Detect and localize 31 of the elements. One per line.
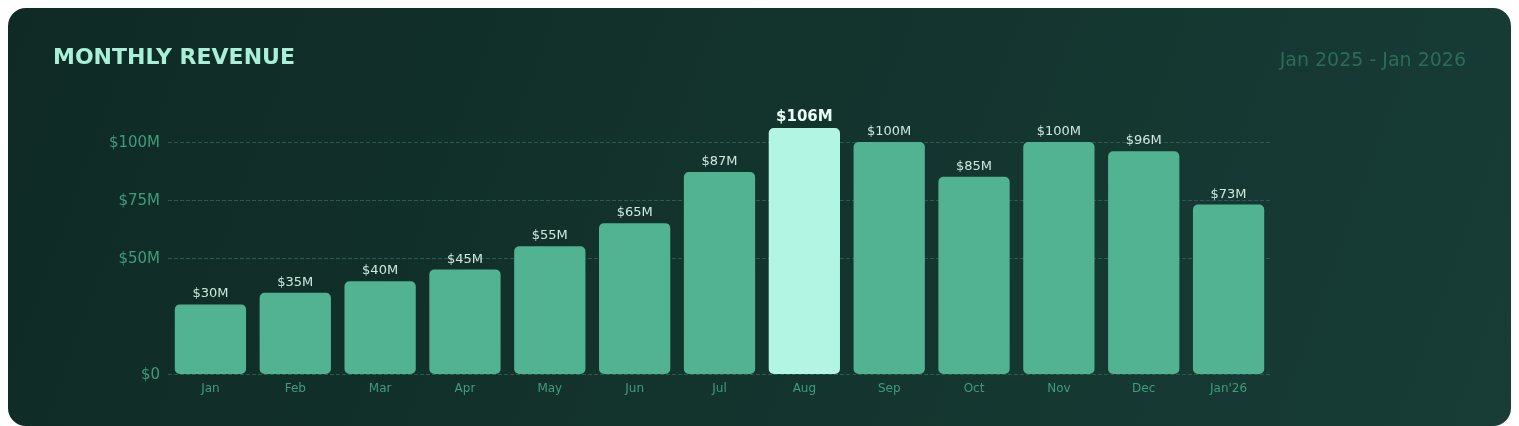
x-tick-label: May xyxy=(537,381,563,395)
x-tick-label: Jul xyxy=(711,381,727,395)
data-label: $87M xyxy=(701,153,738,169)
x-tick-label: Jan xyxy=(200,381,220,395)
x-tick-label: Jun xyxy=(624,381,645,395)
x-tick-label: Aug xyxy=(792,381,817,395)
x-tick-label: Apr xyxy=(454,381,476,395)
x-tick-label: Mar xyxy=(368,381,392,395)
x-tick-label: Dec xyxy=(1132,381,1156,395)
data-label: $73M xyxy=(1210,185,1247,201)
x-tick-label: Nov xyxy=(1047,381,1071,395)
y-tick-label: $100M xyxy=(108,132,160,151)
chart-title: MONTHLY REVENUE xyxy=(53,43,295,69)
data-label: $30M xyxy=(192,285,229,301)
x-tick-label: Oct xyxy=(963,381,985,395)
data-label: $55M xyxy=(531,227,568,243)
x-tick-label: Jan'26 xyxy=(1209,381,1248,395)
x-tick-label: Sep xyxy=(877,381,901,395)
data-label: $65M xyxy=(616,204,653,220)
data-label: $100M xyxy=(1036,122,1082,138)
y-tick-label: $50M xyxy=(118,248,160,267)
data-label: $85M xyxy=(956,157,993,173)
data-label: $40M xyxy=(362,262,399,278)
y-tick-label: $0 xyxy=(140,365,160,383)
data-label: $106M xyxy=(776,106,833,125)
data-label: $45M xyxy=(446,250,483,266)
data-label: $100M xyxy=(867,122,912,138)
data-label: $96M xyxy=(1125,132,1162,148)
x-tick-label: Feb xyxy=(284,381,306,395)
y-tick-label: $75M xyxy=(118,190,160,209)
data-label: $35M xyxy=(277,273,314,289)
